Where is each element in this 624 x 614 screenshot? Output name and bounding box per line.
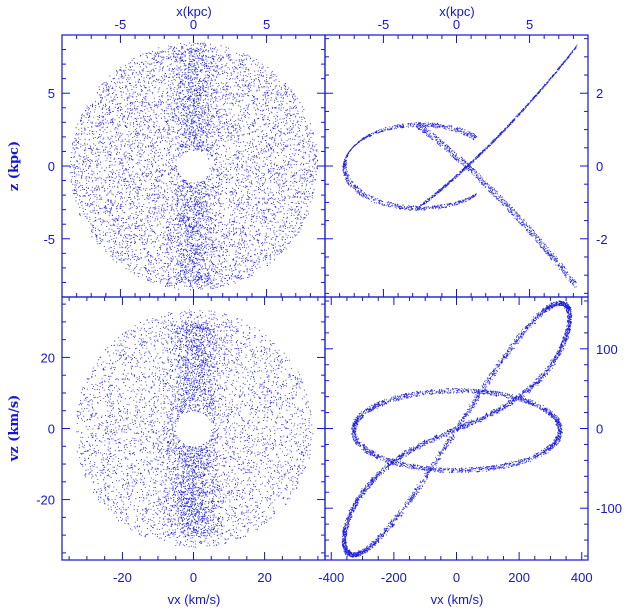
tr-xtick-label: 5 [526, 17, 533, 32]
br-xtick-label: 200 [508, 570, 530, 585]
bottom-left-xlabel: vx (km/s) [168, 592, 221, 607]
top-left-ylabel: z (kpc) [7, 141, 22, 191]
bottom-left-ylabel: vz (km/s) [7, 395, 22, 463]
bottom-left-points [76, 309, 314, 548]
top-left-scatter-points [69, 42, 319, 291]
tr-ytick-label: -2 [596, 232, 608, 247]
bottom-right-points [341, 300, 573, 558]
tr-xtick-label: 0 [453, 17, 460, 32]
bottom-right-xlabel: vx (km/s) [431, 592, 484, 607]
br-xtick-label: 400 [571, 570, 593, 585]
top-right-frame [324, 34, 589, 298]
top-left-xlabel: x(kpc) [176, 4, 211, 19]
tl-ytick-label: 0 [48, 159, 55, 174]
bl-ytick-label: -20 [36, 493, 55, 508]
br-xtick-label: -400 [318, 570, 344, 585]
top-left-points [69, 42, 319, 291]
bl-xtick-label: -20 [113, 570, 132, 585]
br-ytick-label: 100 [596, 342, 618, 357]
tl-xtick-label: 5 [263, 17, 270, 32]
br-xtick-label: 0 [453, 570, 460, 585]
top-right-scatter-points [342, 44, 578, 288]
tr-xtick-label: -5 [378, 17, 390, 32]
bottom-left-scatter-points [76, 309, 314, 548]
tr-ytick-label: 2 [596, 86, 603, 101]
tl-xtick-label: -5 [115, 17, 127, 32]
bl-ytick-label: 0 [48, 422, 55, 437]
tl-ytick-label: 5 [48, 86, 55, 101]
br-ytick-label: -100 [596, 501, 622, 516]
br-xtick-label: -200 [381, 570, 407, 585]
bl-xtick-label: 20 [257, 570, 271, 585]
tick-marks [61, 34, 589, 560]
bottom-right-scatter-points [341, 300, 573, 558]
top-right-xlabel: x(kpc) [439, 4, 474, 19]
br-ytick-label: 0 [596, 422, 603, 437]
bl-ytick-label: 20 [41, 350, 55, 365]
tl-xtick-label: 0 [190, 17, 197, 32]
tr-ytick-label: 0 [596, 159, 603, 174]
tl-ytick-label: -5 [43, 232, 55, 247]
top-right-points [342, 44, 578, 288]
bl-xtick-label: 0 [190, 570, 197, 585]
